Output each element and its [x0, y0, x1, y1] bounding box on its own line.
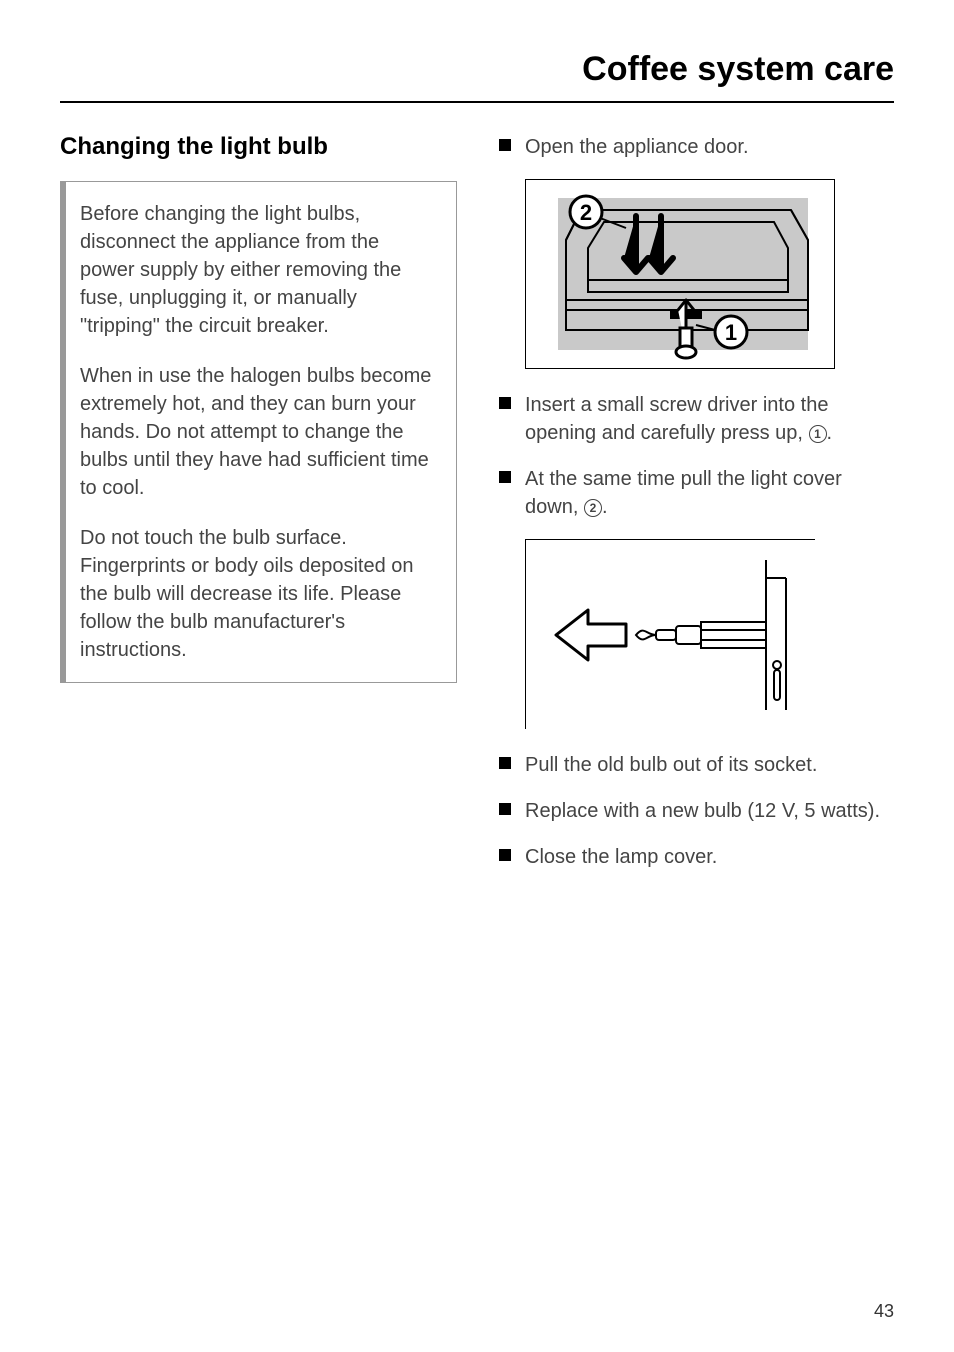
- step-item: Replace with a new bulb (12 V, 5 watts).: [497, 797, 894, 825]
- svg-text:2: 2: [580, 200, 592, 225]
- step-text: .: [827, 422, 833, 444]
- diagram-bulb-removal: [525, 539, 815, 729]
- warning-box: Before changing the light bulbs, disconn…: [60, 181, 457, 683]
- svg-text:1: 1: [725, 320, 737, 345]
- step-list: Pull the old bulb out of its socket. Rep…: [497, 751, 894, 871]
- step-text: Insert a small screw driver into the ope…: [525, 394, 828, 444]
- step-item: Close the lamp cover.: [497, 843, 894, 871]
- callout-ref-2: 2: [584, 499, 602, 517]
- step-item: Open the appliance door.: [497, 133, 894, 161]
- diagram-cover-removal: 2 1: [525, 179, 835, 369]
- step-item: Insert a small screw driver into the ope…: [497, 391, 894, 447]
- screwdriver-icon: [676, 300, 696, 358]
- page-title: Coffee system care: [60, 50, 894, 89]
- step-text: .: [602, 496, 608, 518]
- page-header: Coffee system care: [60, 50, 894, 103]
- right-column: Open the appliance door.: [497, 133, 894, 889]
- section-heading: Changing the light bulb: [60, 133, 457, 161]
- step-item: Pull the old bulb out of its socket.: [497, 751, 894, 779]
- step-item: At the same time pull the light cover do…: [497, 465, 894, 521]
- left-column: Changing the light bulb Before changing …: [60, 133, 457, 889]
- content-columns: Changing the light bulb Before changing …: [60, 133, 894, 889]
- warning-paragraph: When in use the halogen bulbs become ext…: [80, 362, 438, 502]
- step-text: At the same time pull the light cover do…: [525, 468, 842, 518]
- warning-paragraph: Do not touch the bulb surface. Fingerpri…: [80, 524, 438, 664]
- step-list: Insert a small screw driver into the ope…: [497, 391, 894, 521]
- warning-paragraph: Before changing the light bulbs, disconn…: [80, 200, 438, 340]
- callout-ref-1: 1: [809, 425, 827, 443]
- page-number: 43: [874, 1301, 894, 1322]
- step-list: Open the appliance door.: [497, 133, 894, 161]
